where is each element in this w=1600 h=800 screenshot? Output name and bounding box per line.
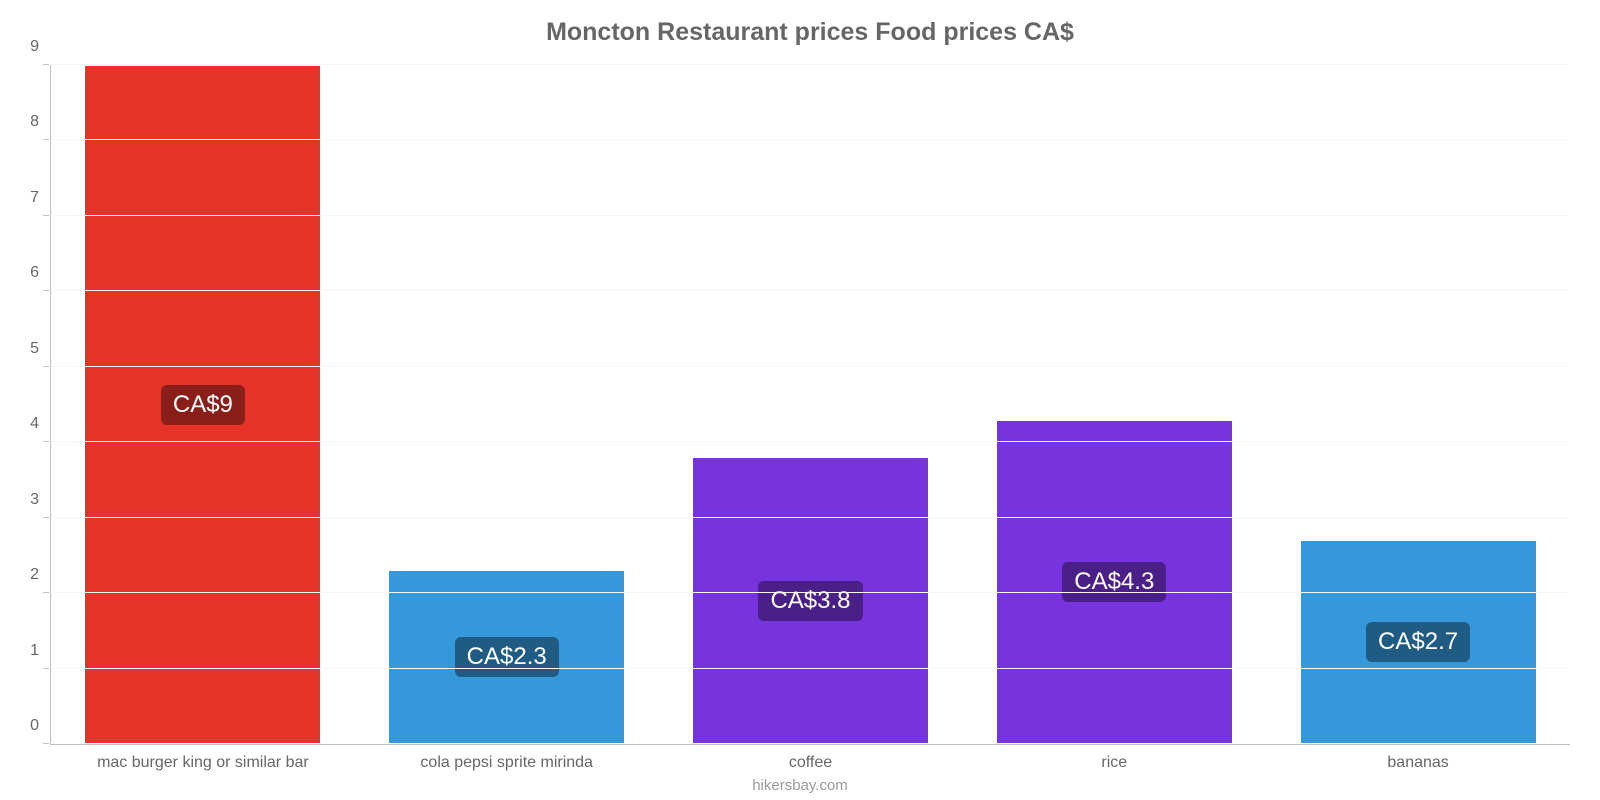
y-tick-label: 1 <box>30 642 39 660</box>
chart-title: Moncton Restaurant prices Food prices CA… <box>50 10 1570 65</box>
gridline <box>51 592 1570 593</box>
chart-credit: hikersbay.com <box>0 777 1600 794</box>
y-tick <box>43 743 49 744</box>
y-tick-label: 0 <box>30 717 39 735</box>
bar: CA$3.8 <box>692 457 929 744</box>
y-tick <box>43 139 49 140</box>
bar-slot: CA$9 <box>51 65 355 744</box>
x-tick-label: mac burger king or similar bar <box>51 754 355 772</box>
y-tick-label: 6 <box>30 264 39 282</box>
y-tick <box>43 215 49 216</box>
y-tick <box>43 366 49 367</box>
y-tick-label: 3 <box>30 491 39 509</box>
x-tick-label: cola pepsi sprite mirinda <box>355 754 659 772</box>
bar: CA$2.3 <box>388 570 625 744</box>
x-tick-label: coffee <box>659 754 963 772</box>
y-tick-label: 9 <box>30 38 39 56</box>
gridline <box>51 441 1570 442</box>
value-badge: CA$4.3 <box>1062 562 1166 602</box>
value-badge: CA$9 <box>161 385 245 425</box>
gridline <box>51 668 1570 669</box>
gridline <box>51 64 1570 65</box>
bar-slot: CA$2.7 <box>1266 65 1570 744</box>
y-tick <box>43 668 49 669</box>
gridline <box>51 215 1570 216</box>
bar: CA$4.3 <box>996 420 1233 744</box>
plot-area: CA$9CA$2.3CA$3.8CA$4.3CA$2.7 mac burger … <box>50 65 1570 745</box>
x-tick-label: bananas <box>1266 754 1570 772</box>
x-axis-labels: mac burger king or similar barcola pepsi… <box>51 754 1570 772</box>
y-tick-label: 7 <box>30 189 39 207</box>
x-tick-label: rice <box>962 754 1266 772</box>
bars-group: CA$9 CA$2.3 CA$3.8 CA$4.3 CA$2.7 <box>51 65 1570 744</box>
bar-slot: CA$4.3 <box>962 65 1266 744</box>
value-badge: CA$2.3 <box>455 637 559 677</box>
y-tick <box>43 592 49 593</box>
value-badge: CA$2.7 <box>1366 622 1470 662</box>
y-tick-label: 4 <box>30 415 39 433</box>
bar-slot: CA$3.8 <box>659 65 963 744</box>
gridline <box>51 290 1570 291</box>
y-tick-label: 2 <box>30 566 39 584</box>
bar-slot: CA$2.3 <box>355 65 659 744</box>
gridline <box>51 517 1570 518</box>
y-tick <box>43 441 49 442</box>
gridline <box>51 139 1570 140</box>
bar: CA$2.7 <box>1300 540 1537 744</box>
y-tick <box>43 64 49 65</box>
y-tick <box>43 290 49 291</box>
y-tick-label: 8 <box>30 113 39 131</box>
chart-container: Moncton Restaurant prices Food prices CA… <box>0 0 1600 800</box>
y-tick <box>43 517 49 518</box>
bar: CA$9 <box>84 65 321 744</box>
y-tick-label: 5 <box>30 340 39 358</box>
gridline <box>51 366 1570 367</box>
value-badge: CA$3.8 <box>758 581 862 621</box>
